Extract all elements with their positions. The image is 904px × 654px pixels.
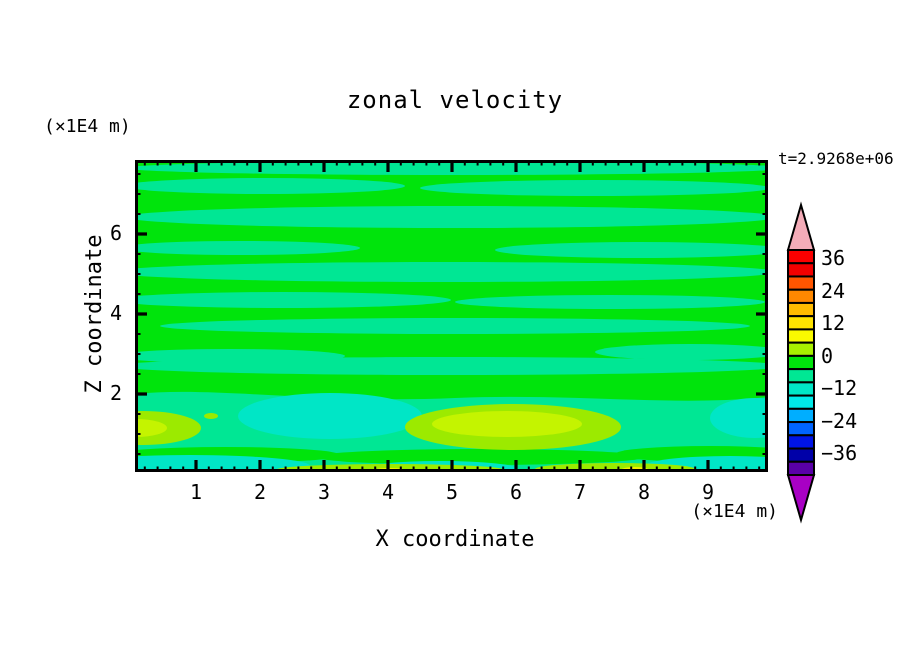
x-tick-label-4: 4 xyxy=(381,480,395,504)
contour-patch-spring xyxy=(595,344,768,360)
x-tick-label-5: 5 xyxy=(445,480,459,504)
contour-patch-spring xyxy=(160,318,750,334)
x-tick-label-1: 1 xyxy=(189,480,203,504)
contour-patch-turquoise xyxy=(238,393,422,439)
colorbar-band-12 xyxy=(787,407,815,424)
colorbar-band-4 xyxy=(787,301,815,318)
plot-frame xyxy=(135,160,768,472)
colorbar-label-12: 12 xyxy=(821,311,846,335)
colorbar-band-14 xyxy=(787,434,815,450)
colorbar-band-8 xyxy=(787,354,815,371)
colorbar-band-10 xyxy=(787,381,815,397)
contour-patch-spring xyxy=(135,178,405,194)
x-tick-label-2: 2 xyxy=(253,480,267,504)
x-tick-label-7: 7 xyxy=(573,480,587,504)
colorbar-under-arrow xyxy=(786,474,816,524)
y-axis-title: Z coordinate xyxy=(82,234,107,394)
colorbar-band-5 xyxy=(787,315,815,331)
contour-field xyxy=(135,160,768,472)
colorbar-band-1 xyxy=(787,262,815,278)
plot-title: zonal velocity xyxy=(346,86,564,114)
time-annotation: t=2.9268e+06 xyxy=(778,149,894,168)
major-ticks xyxy=(135,160,768,472)
colorbar xyxy=(786,201,816,524)
contour-patch-chartreuse2 xyxy=(432,411,582,437)
x-tick-label-9: 9 xyxy=(701,480,715,504)
contour-patch-spring xyxy=(495,242,768,258)
contour-patch-spring xyxy=(135,206,768,228)
colorbar-band-6 xyxy=(787,328,815,344)
colorbar-band-0 xyxy=(787,249,815,265)
colorbar-band-2 xyxy=(787,275,815,291)
contour-patch-spring xyxy=(135,292,451,308)
colorbar-over-arrow xyxy=(786,201,816,251)
contour-patch-green xyxy=(315,449,645,465)
x-axis-title: X coordinate xyxy=(375,527,535,552)
colorbar-label-0: 0 xyxy=(821,343,834,368)
x-tick-label-3: 3 xyxy=(317,480,331,504)
y-tick-label-6: 6 xyxy=(109,221,122,245)
colorbar-band-9 xyxy=(787,368,815,384)
contour-patch-chartreuse xyxy=(135,411,201,445)
contour-patch-spring xyxy=(135,241,360,255)
colorbar-label-−36: −36 xyxy=(821,441,858,465)
contour-patch-chartreuse2 xyxy=(135,419,167,437)
x-tick-label-8: 8 xyxy=(637,480,651,504)
colorbar-band-15 xyxy=(787,447,815,463)
contour-patch-spring xyxy=(135,357,768,375)
x-axis-unit-label: (×1E4 m) xyxy=(691,501,778,522)
contour-patch-spring xyxy=(135,262,768,282)
colorbar-band-16 xyxy=(787,460,815,477)
contour-patch-spring xyxy=(455,295,765,309)
y-tick-label-2: 2 xyxy=(109,381,122,405)
contour-patch-spring xyxy=(420,180,768,196)
colorbar-label-24: 24 xyxy=(821,278,846,303)
colorbar-band-3 xyxy=(787,288,815,304)
colorbar-label-36: 36 xyxy=(821,246,846,270)
colorbar-label-−12: −12 xyxy=(821,376,858,400)
contour-patch-turquoise xyxy=(135,455,310,472)
x-tick-label-6: 6 xyxy=(509,480,523,504)
y-tick-label-4: 4 xyxy=(109,301,122,325)
colorbar-band-11 xyxy=(787,394,815,410)
contour-plot xyxy=(135,160,768,472)
contour-patch-chartreuse xyxy=(204,413,218,419)
y-axis-unit-label: (×1E4 m) xyxy=(44,116,131,137)
colorbar-band-13 xyxy=(787,421,815,437)
colorbar-band-7 xyxy=(787,341,815,357)
colorbar-label-−24: −24 xyxy=(821,408,858,433)
contour-patch-turquoise xyxy=(710,398,768,438)
